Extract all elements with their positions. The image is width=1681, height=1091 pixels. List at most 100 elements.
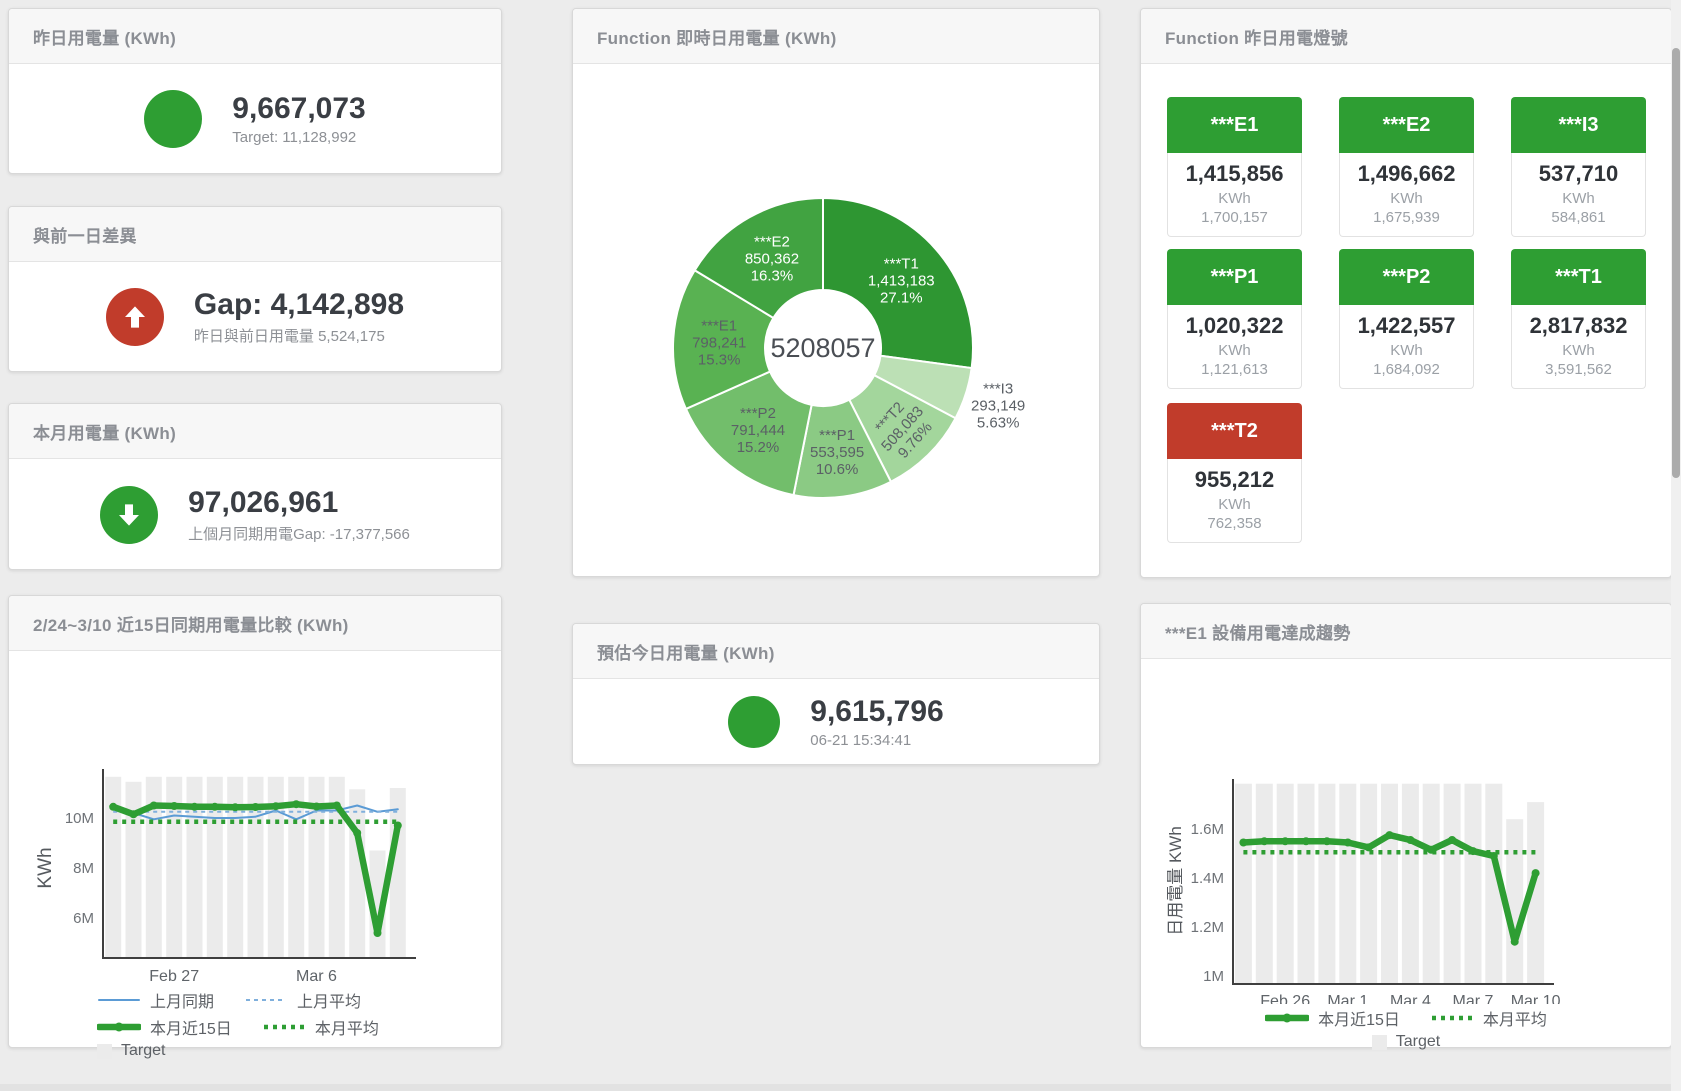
tile-body: 1,020,322 KWh 1,121,613 <box>1167 305 1302 389</box>
target-bar <box>1464 783 1482 984</box>
e1-trend-legend: 本月近15日 本月平均 Target <box>1141 1006 1671 1051</box>
tile-body: 1,422,557 KWh 1,684,092 <box>1339 305 1474 389</box>
month-usage-gap: 上個月同期用電Gap: -17,377,566 <box>188 525 410 543</box>
stat-body: 9,615,796 06-21 15:34:41 <box>573 680 1099 764</box>
series-point <box>190 802 199 811</box>
light-tile-P2: ***P2 1,422,557 KWh 1,684,092 <box>1339 249 1474 389</box>
red-status-circle-icon <box>105 288 164 346</box>
legend-item-Target[interactable]: Target <box>1371 1033 1440 1051</box>
card-header: Function 昨日用電燈號 <box>1141 9 1671 64</box>
card-title: 昨日用電量 (KWh) <box>33 28 177 48</box>
target-bar <box>1297 783 1315 984</box>
donut-label-I3: ***I3 293,149 5.63% <box>971 380 1025 431</box>
x-tick-label: Mar 6 <box>296 968 337 985</box>
legend-row: 上月同期 上月平均 <box>97 988 379 1012</box>
legend-item-上月平均[interactable]: 上月平均 <box>244 988 361 1012</box>
tile-target-value: 584,861 <box>1551 209 1606 226</box>
series-point <box>332 801 341 810</box>
tile-unit: KWh <box>1218 342 1251 359</box>
target-bar <box>1381 783 1398 984</box>
legend-label: 上月平均 <box>297 994 362 1011</box>
y-tick-label: 8M <box>73 860 94 877</box>
series-point <box>1448 836 1457 844</box>
target-bar <box>1276 783 1294 984</box>
yesterday-usage-target: Target: 11,128,992 <box>232 129 357 146</box>
donut-slice-E2[interactable] <box>693 196 824 320</box>
series-point <box>271 802 280 811</box>
month-usage-value: 97,026,961 <box>188 485 339 519</box>
tile-value: 1,422,557 <box>1357 313 1456 338</box>
target-bar <box>1422 783 1440 984</box>
series-line-上月同期 <box>112 804 399 821</box>
realtime-donut-chart[interactable]: ***T1 1,413,183 27.1% ***I3 293,149 5.63% ***T… <box>573 64 1099 581</box>
legend-item-本月近15日[interactable]: 本月近15日 <box>97 1015 232 1039</box>
target-bar <box>369 850 386 958</box>
target-bar <box>389 788 406 958</box>
compare-chart[interactable]: 6M 8M 10M Feb 27 Mar 6 KWh <box>9 651 501 992</box>
target-bar <box>267 776 284 959</box>
legend-item-本月平均[interactable]: 本月平均 <box>1430 1006 1547 1030</box>
series-point <box>231 803 240 812</box>
series-point <box>149 801 158 810</box>
card-title: 預估今日用電量 (KWh) <box>597 643 775 663</box>
y-tick-label: 1.4M <box>1191 870 1224 887</box>
legend-row: 本月近15日 本月平均 <box>97 1015 379 1039</box>
donut-slice-P2[interactable] <box>684 370 813 497</box>
y-tick-label: 1.6M <box>1191 821 1224 838</box>
series-point <box>1302 837 1310 846</box>
legend-item-本月近15日[interactable]: 本月近15日 <box>1265 1006 1400 1030</box>
tile-unit: KWh <box>1390 342 1423 359</box>
tile-value: 1,496,662 <box>1357 161 1456 186</box>
e1-trend-svg[interactable]: 1M 1.2M 1.4M 1.6M Feb 26 Mar 1 Mar 4 Mar 7 Mar 1… <box>1141 659 1671 1010</box>
tile-value: 537,710 <box>1538 161 1619 186</box>
legend-item-上月同期[interactable]: 上月同期 <box>97 988 214 1012</box>
donut-slice-T1[interactable] <box>822 196 974 370</box>
target-bar <box>186 776 203 959</box>
legend-label: Target <box>121 1042 166 1059</box>
card-15day-compare-chart: 2/24~3/10 近15日同期用電量比較 (KWh) 6M 8M 10M Feb 2… <box>8 595 502 1059</box>
donut-label-E1: ***E1 798,241 15.3% <box>692 317 746 368</box>
vertical-scrollbar-track[interactable] <box>1671 0 1681 1091</box>
legend-item-Target[interactable]: Target <box>97 1042 165 1060</box>
legend-target-swatch-icon <box>97 1043 112 1059</box>
donut-slice-E1[interactable] <box>672 268 775 411</box>
y-tick-label: 6M <box>73 910 94 927</box>
tile-target-value: 1,700,157 <box>1201 209 1268 226</box>
card-yesterday-lights: Function 昨日用電燈號 ***E1 1,415,856 KWh 1,700,1… <box>1140 8 1672 578</box>
green-status-circle-icon <box>728 696 781 748</box>
donut-svg[interactable]: ***T1 1,413,183 27.1%***I3 293,149 5.63%***T… <box>573 64 1099 576</box>
legend-row: Target <box>1371 1033 1440 1051</box>
day-gap-value: Gap: 4,142,898 <box>193 288 405 321</box>
series-point <box>1260 837 1269 846</box>
tile-status-header: ***T2 <box>1167 403 1302 459</box>
card-day-gap: 與前一日差異 Gap: 4,142,898 昨日與前日用電量 5,524,175 <box>8 206 502 372</box>
y-axis-title: 日用電量 KWh <box>1166 826 1185 936</box>
tile-unit: KWh <box>1562 190 1595 207</box>
donut-label-P1: ***P1 553,595 10.6% <box>810 427 864 478</box>
series-point <box>292 800 301 809</box>
legend-item-本月平均[interactable]: 本月平均 <box>262 1015 379 1039</box>
tile-unit: KWh <box>1218 496 1251 513</box>
legend-label: 本月平均 <box>314 1021 379 1038</box>
series-point <box>373 929 382 937</box>
e1-trend-chart[interactable]: 1M 1.2M 1.4M 1.6M Feb 26 Mar 1 Mar 4 Mar 7 Mar 1… <box>1141 659 1671 1010</box>
donut-label-T1: ***T1 1,413,183 27.1% <box>868 256 935 307</box>
y-tick-label: 10M <box>65 810 94 827</box>
legend-row: Target <box>97 1042 379 1060</box>
compare-15d-svg[interactable]: 6M 8M 10M Feb 27 Mar 6 KWh <box>9 651 501 987</box>
vertical-scrollbar-thumb[interactable] <box>1672 48 1680 478</box>
card-title: 2/24~3/10 近15日同期用電量比較 (KWh) <box>33 615 349 635</box>
legend-line-icon <box>246 999 287 1001</box>
y-axis-title: KWh <box>35 847 56 888</box>
tile-status-header: ***E2 <box>1339 97 1474 153</box>
target-bar <box>1255 783 1273 984</box>
x-tick-label: Feb 27 <box>149 968 199 985</box>
x-tick-label: Mar 4 <box>1390 993 1431 1004</box>
tile-body: 1,496,662 KWh 1,675,939 <box>1339 153 1474 237</box>
x-tick-label: Mar 10 <box>1511 993 1561 1004</box>
estimate-value: 9,615,796 <box>810 695 944 728</box>
card-header: Function 即時日用電量 (KWh) <box>573 9 1099 64</box>
series-point <box>251 803 260 811</box>
y-tick-label: 1M <box>1203 968 1224 985</box>
card-realtime-donut: Function 即時日用電量 (KWh) ***T1 1,413,183 27.1… <box>572 8 1100 577</box>
